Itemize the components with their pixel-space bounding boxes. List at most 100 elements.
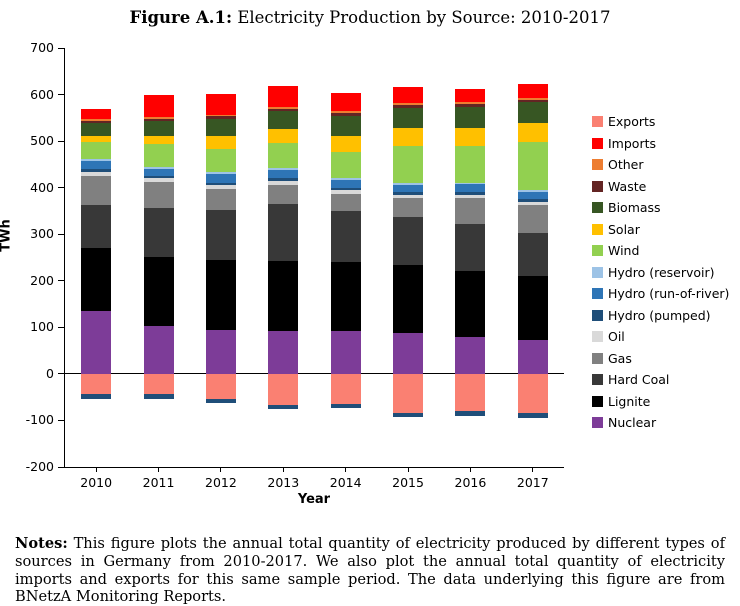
legend-label-wind: Wind [608, 243, 640, 259]
legend-item-hard-coal: Hard Coal [592, 369, 737, 391]
y-tick-label: 500 [30, 133, 54, 149]
bar-segment-wind [268, 143, 299, 168]
bar-segment-hydro-run-of-river [517, 191, 548, 200]
bar-segment-gas [205, 189, 236, 211]
legend-swatch-other [592, 159, 603, 171]
y-tick-label: 100 [30, 319, 54, 335]
x-tick-mark [345, 467, 347, 472]
legend-swatch-waste [592, 180, 603, 192]
legend-label-hydro-pumped: Hydro (pumped) [608, 307, 711, 323]
bar-segment-hard-coal [143, 207, 174, 257]
bar-segment-other [455, 102, 486, 105]
bar-segment-hydro-pumped [393, 191, 424, 195]
bar-segment-lignite [205, 259, 236, 330]
bar-segment-oil [517, 202, 548, 205]
legend-item-hydro-reservoir: Hydro (reservoir) [592, 262, 737, 284]
legend-label-nuclear: Nuclear [608, 415, 657, 431]
bar-segment-hydro-reservoir [143, 167, 174, 170]
legend-swatch-wind [592, 245, 603, 257]
legend-label-lignite: Lignite [608, 393, 651, 409]
legend-label-gas: Gas [608, 350, 632, 366]
figure-title: Figure A.1: Electricity Production by So… [0, 8, 740, 27]
bar-segment-hydro-pumped [517, 412, 548, 418]
bar-segment-oil [143, 178, 174, 183]
bar-segment-lignite [330, 262, 361, 332]
bar-segment-exports [81, 373, 112, 395]
y-tick-mark [58, 47, 64, 49]
legend-label-hydro-reservoir: Hydro (reservoir) [608, 264, 715, 280]
legend-swatch-imports [592, 137, 603, 149]
y-tick-label: -100 [25, 412, 54, 428]
bar-segment-oil [268, 181, 299, 185]
bar-segment-oil [455, 195, 486, 199]
y-tick-label: 0 [46, 365, 54, 381]
y-tick-mark [58, 373, 64, 375]
x-axis-label: Year [297, 492, 331, 507]
x-tick-label: 2013 [267, 475, 300, 490]
bar-segment-biomass [81, 122, 112, 136]
legend-label-hydro-run-of-river: Hydro (run-of-river) [608, 286, 730, 302]
bar-segment-waste [143, 118, 174, 122]
bar-segment-imports [393, 86, 424, 103]
x-tick-label: 2017 [516, 475, 549, 490]
legend-item-waste: Waste [592, 176, 737, 198]
bar-segment-nuclear [205, 329, 236, 374]
legend-item-exports: Exports [592, 111, 737, 133]
legend-swatch-biomass [592, 202, 603, 214]
bar-segment-hydro-pumped [81, 394, 112, 399]
bar-segment-hard-coal [81, 204, 112, 248]
bar-segment-hydro-pumped [455, 192, 486, 196]
bar-segment-wind [330, 151, 361, 179]
bar-segment-imports [517, 83, 548, 98]
bar-segment-lignite [268, 260, 299, 332]
bar-segment-waste [268, 108, 299, 111]
bar-segment-gas [330, 193, 361, 212]
bar-segment-hydro-reservoir [205, 172, 236, 175]
x-tick-mark [220, 467, 222, 472]
plot-area: 700 600 500 400 300 200 100 0 -100 -200 2010 2011 20… [26, 40, 564, 490]
bar-segment-hydro-pumped [330, 403, 361, 408]
bar-segment-hydro-run-of-river [330, 180, 361, 188]
bar-segment-waste [455, 104, 486, 108]
bar-segment-other [330, 111, 361, 114]
bar-segment-exports [455, 373, 486, 412]
bar-segment-hydro-reservoir [517, 189, 548, 192]
bar-segment-wind [143, 144, 174, 168]
bar-segment-wind [393, 145, 424, 183]
bar-segment-imports [330, 92, 361, 112]
legend-item-nuclear: Nuclear [592, 412, 737, 434]
y-tick-mark [58, 326, 64, 328]
bar-segment-hydro-reservoir [268, 167, 299, 170]
bar-segment-other [205, 114, 236, 117]
bar-segment-lignite [81, 247, 112, 312]
legend-label-exports: Exports [608, 114, 656, 130]
bar-segment-imports [455, 88, 486, 103]
bar-segment-oil [330, 190, 361, 194]
bar-segment-solar [81, 135, 112, 142]
zero-baseline [65, 373, 564, 375]
x-tick-label: 2014 [329, 475, 362, 490]
bar-segment-hydro-pumped [455, 411, 486, 416]
x-tick-label: 2012 [205, 475, 237, 490]
y-tick-mark [58, 419, 64, 421]
bar-segment-wind [205, 148, 236, 173]
figure-title-text: Electricity Production by Source: 2010-2… [237, 8, 611, 27]
bar-segment-nuclear [81, 311, 112, 374]
bar-segment-biomass [455, 107, 486, 129]
x-tick-label: 2011 [142, 475, 175, 490]
x-tick-mark [407, 467, 409, 472]
bar-segment-other [268, 106, 299, 109]
bar-segment-biomass [268, 110, 299, 130]
legend-swatch-hard-coal [592, 374, 603, 386]
y-tick-label: 300 [30, 226, 54, 242]
legend-item-solar: Solar [592, 219, 737, 241]
bar-segment-hydro-pumped [143, 175, 174, 179]
bar-segment-hydro-run-of-river [205, 174, 236, 183]
bar-segment-solar [393, 128, 424, 146]
bar-segment-other [81, 118, 112, 121]
y-tick-mark [58, 233, 64, 235]
bar-segment-nuclear [268, 331, 299, 374]
bar-segment-imports [143, 94, 174, 117]
bar-segment-exports [330, 373, 361, 404]
bar-segment-biomass [517, 102, 548, 124]
